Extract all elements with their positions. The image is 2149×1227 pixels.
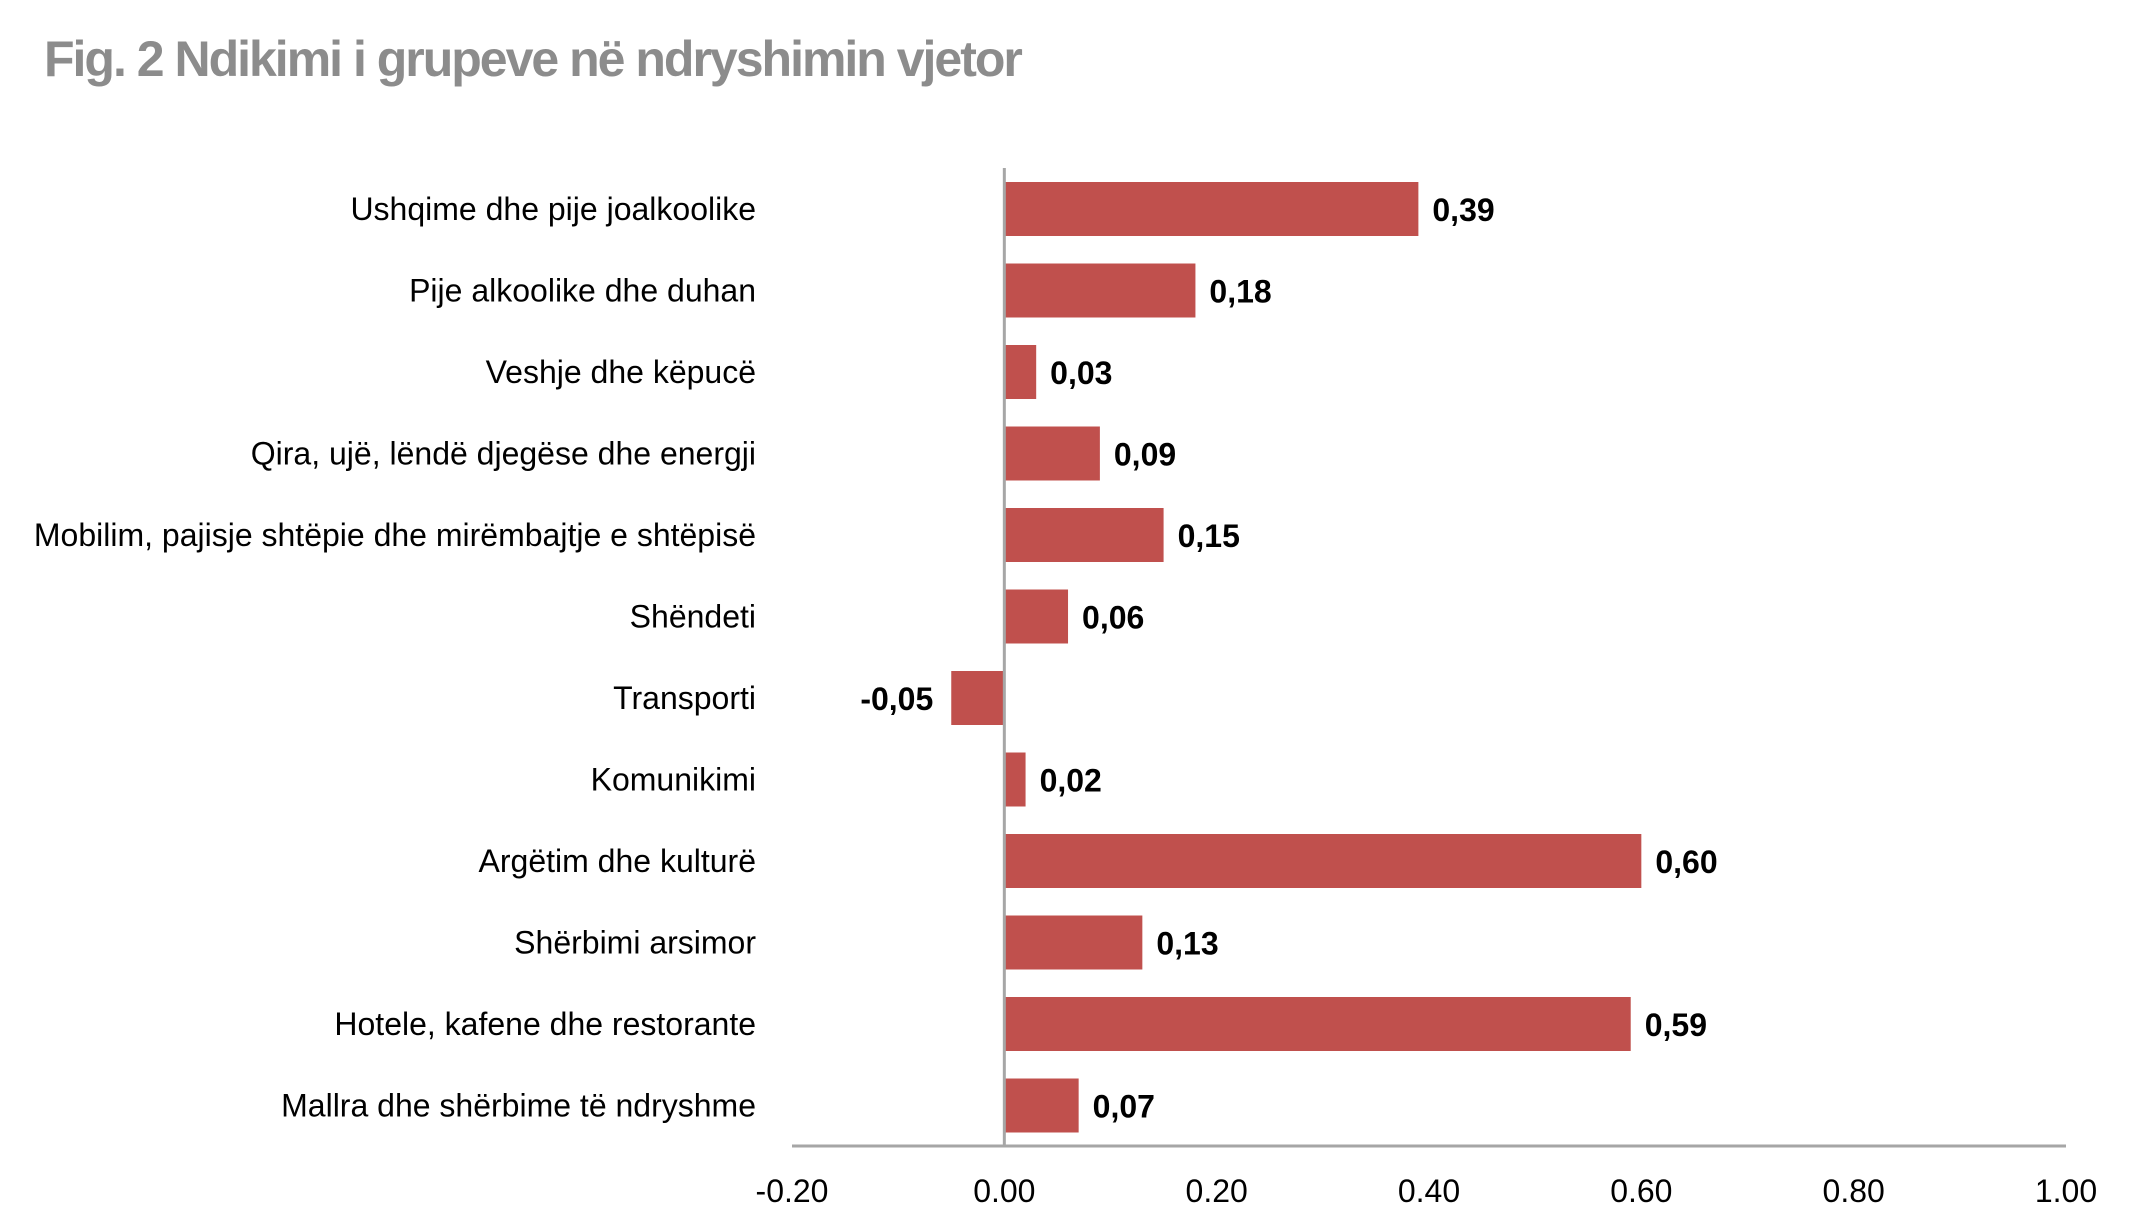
value-label-veshje-dhe-kepuce: 0,03: [1050, 355, 1112, 391]
value-labels: 0,39 0,18 0,03 0,09 0,15 0,06 -0,05 0,02 0,60 0,1…: [860, 192, 1717, 1125]
category-label-mobilim-pajisje-shtepie-dhe-mirembajtje-e-shtepise: Mobilim, pajisje shtëpie dhe mirëmbajtje…: [34, 517, 756, 553]
bar-pije-alkoolike-dhe-duhan: [1004, 263, 1196, 318]
x-tick-label: 1.00: [2035, 1173, 2097, 1209]
bars-group: [951, 182, 1642, 1133]
x-tick-label: 0.40: [1398, 1173, 1460, 1209]
bar-qira-uje-lende-djegese-dhe-energji: [1004, 426, 1100, 481]
bar-mobilim-pajisje-shtepie-dhe-mirembajtje-e-shtepise: [1004, 508, 1164, 562]
bar-transporti: [951, 671, 1005, 725]
x-tick-label: 0.80: [1823, 1173, 1885, 1209]
x-tick-label: -0.20: [756, 1173, 829, 1209]
category-label-shendeti: Shëndeti: [630, 599, 756, 635]
value-label-ushqime-dhe-pije-joalkoolike: 0,39: [1432, 192, 1494, 228]
value-label-pije-alkoolike-dhe-duhan: 0,18: [1209, 274, 1271, 310]
value-label-argetim-dhe-kulture: 0,60: [1655, 844, 1717, 880]
category-label-qira-uje-lende-djegese-dhe-energji: Qira, ujë, lëndë djegëse dhe energji: [251, 436, 756, 472]
value-label-shendeti: 0,06: [1082, 600, 1144, 636]
value-label-qira-uje-lende-djegese-dhe-energji: 0,09: [1114, 437, 1176, 473]
x-tick-label: 0.60: [1610, 1173, 1672, 1209]
value-label-komunikimi: 0,02: [1040, 763, 1102, 799]
category-label-hotele-kafene-dhe-restorante: Hotele, kafene dhe restorante: [334, 1006, 756, 1042]
x-tick-label: 0.20: [1186, 1173, 1248, 1209]
bar-shendeti: [1004, 589, 1069, 644]
category-label-komunikimi: Komunikimi: [591, 762, 756, 798]
category-label-ushqime-dhe-pije-joalkoolike: Ushqime dhe pije joalkoolike: [350, 191, 756, 227]
x-tick-label: 0.00: [973, 1173, 1035, 1209]
category-label-sherbimi-arsimor: Shërbimi arsimor: [514, 925, 756, 961]
value-label-mobilim-pajisje-shtepie-dhe-mirembajtje-e-shtepise: 0,15: [1178, 518, 1240, 554]
category-label-transporti: Transporti: [613, 680, 756, 716]
chart-title: Fig. 2 Ndikimi i grupeve në ndryshimin v…: [44, 31, 1023, 87]
bar-mallra-dhe-sherbime-te-ndryshme: [1004, 1078, 1079, 1133]
bar-komunikimi: [1004, 752, 1026, 807]
category-label-mallra-dhe-sherbime-te-ndryshme: Mallra dhe shërbime të ndryshme: [281, 1088, 756, 1124]
value-label-mallra-dhe-sherbime-te-ndryshme: 0,07: [1093, 1089, 1155, 1125]
bar-ushqime-dhe-pije-joalkoolike: [1004, 182, 1419, 236]
category-labels: Ushqime dhe pije joalkoolike Pije alkooli…: [34, 191, 756, 1124]
value-label-hotele-kafene-dhe-restorante: 0,59: [1645, 1007, 1707, 1043]
axes-group: [792, 168, 2066, 1148]
value-label-transporti: -0,05: [860, 681, 933, 717]
bar-argetim-dhe-kulture: [1004, 834, 1642, 888]
bar-sherbimi-arsimor: [1004, 915, 1143, 970]
bar-hotele-kafene-dhe-restorante: [1004, 997, 1631, 1051]
value-label-sherbimi-arsimor: 0,13: [1156, 926, 1218, 962]
category-label-argetim-dhe-kulture: Argëtim dhe kulturë: [479, 843, 756, 879]
category-label-veshje-dhe-kepuce: Veshje dhe këpucë: [486, 354, 756, 390]
tick-labels: -0.20 0.00 0.20 0.40 0.60 0.80 1.00: [756, 1173, 2098, 1209]
bar-veshje-dhe-kepuce: [1004, 345, 1037, 399]
category-label-pije-alkoolike-dhe-duhan: Pije alkoolike dhe duhan: [409, 273, 756, 309]
